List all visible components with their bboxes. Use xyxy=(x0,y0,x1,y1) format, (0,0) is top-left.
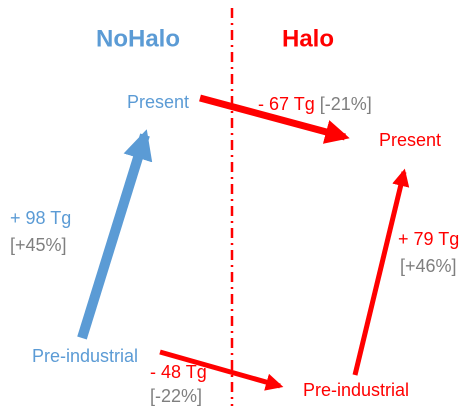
arrow-halo xyxy=(352,168,410,376)
edge-change: - 67 Tg xyxy=(258,94,315,114)
edge-change: + 79 Tg xyxy=(398,229,459,249)
node-label: Present xyxy=(379,130,441,150)
node-label: Pre-industrial xyxy=(32,346,138,366)
edge-label: - 67 Tg [-21%] xyxy=(258,94,372,114)
header-left: NoHalo xyxy=(96,25,180,52)
edge-percent: [-21%] xyxy=(320,94,372,114)
node-label: Present xyxy=(127,92,189,112)
node-label: Pre-industrial xyxy=(303,380,409,400)
edge-percent: [-22%] xyxy=(150,386,202,406)
header-right: Halo xyxy=(282,25,334,52)
edge-percent: [+45%] xyxy=(10,235,67,255)
arrow-present xyxy=(199,94,350,144)
edge-change: - 48 Tg xyxy=(150,362,207,382)
arrow-nohalo xyxy=(77,129,153,340)
edge-change: + 98 Tg xyxy=(10,208,71,228)
edge-percent: [+46%] xyxy=(400,256,457,276)
arrow-preindustrial xyxy=(159,349,284,391)
